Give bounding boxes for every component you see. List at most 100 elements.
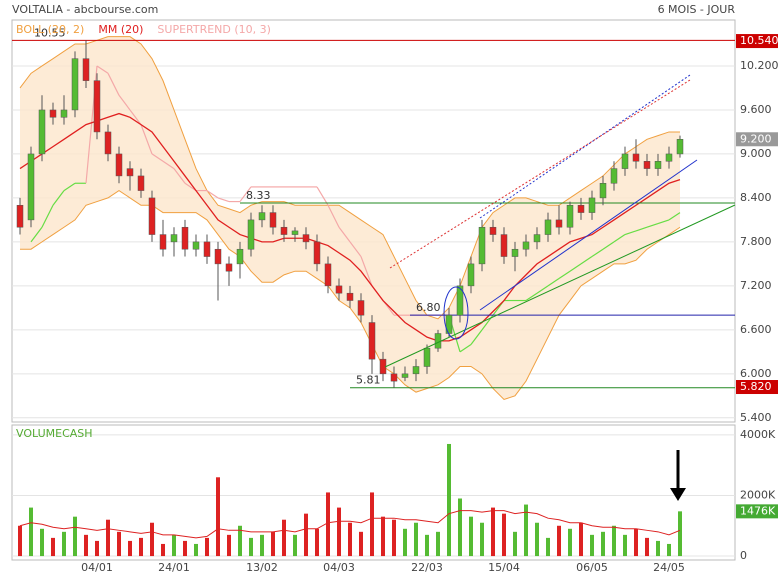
volume-bar <box>381 516 385 557</box>
supertrend-segment <box>657 219 670 225</box>
period: 6 MOIS - JOUR <box>658 3 736 16</box>
candle-body <box>291 230 299 235</box>
price-tag <box>736 34 778 49</box>
volume-bar <box>667 543 671 557</box>
price-frame <box>11 19 736 423</box>
moving-average <box>19 112 681 342</box>
candle-body <box>489 226 497 235</box>
x-tick-label: 24/05 <box>653 561 685 574</box>
candle-body <box>456 285 464 316</box>
supertrend-segment <box>206 190 219 199</box>
price-tag <box>736 380 778 395</box>
volume-bar <box>84 534 88 557</box>
candle-body <box>313 241 321 265</box>
supertrend-segment <box>569 263 582 272</box>
y-tick-label: 2000K <box>740 488 776 501</box>
volume-bar <box>51 537 55 557</box>
y-tick-label: 7.200 <box>740 279 772 292</box>
candle-body <box>269 212 277 228</box>
volume-bar <box>238 525 242 557</box>
y-tick-label: 9.600 <box>740 103 772 116</box>
volume-bar <box>601 531 605 557</box>
y-tick-label: 6.000 <box>740 367 772 380</box>
candle-body <box>511 248 519 257</box>
volume-bar <box>480 522 484 557</box>
y-tick-label: 8.400 <box>740 191 772 204</box>
candle-body <box>49 109 57 118</box>
price-tag-label: 10.540 <box>740 34 779 47</box>
candle-body <box>368 322 376 360</box>
candle-body <box>423 347 431 367</box>
volume-bar <box>326 492 330 557</box>
candle-body <box>148 197 156 235</box>
volume-bar <box>612 525 616 557</box>
candle-body <box>236 248 244 265</box>
volume-bar <box>227 534 231 557</box>
trend-lines <box>384 74 736 501</box>
legend-entry: BOLL (20, 2) <box>16 23 84 36</box>
volume-bar <box>491 507 495 557</box>
candle-body <box>478 226 486 265</box>
y-tick-label: 7.800 <box>740 235 772 248</box>
volume-bar <box>205 537 209 557</box>
volume-bar <box>359 531 363 557</box>
volume-bar <box>469 516 473 557</box>
supertrend-segment <box>591 248 604 258</box>
candle-body <box>467 263 475 287</box>
volume-bar <box>216 477 220 557</box>
candle-body <box>533 234 541 243</box>
x-tick-label: 04/03 <box>323 561 355 574</box>
volume-bar <box>645 537 649 557</box>
price-tag-label: 5.820 <box>740 380 772 393</box>
volume-bar <box>436 531 440 557</box>
supertrend-segment <box>613 234 626 243</box>
volume-title: VOLUMECASH <box>16 427 93 440</box>
trend-line <box>389 79 691 269</box>
volume-bar <box>293 534 297 557</box>
highlight-ellipse <box>443 286 469 340</box>
level-label: 5.81 <box>356 374 381 387</box>
legend-entry: SUPERTREND (10, 3) <box>157 23 271 36</box>
bollinger-area <box>20 36 680 400</box>
candle-body <box>280 226 288 235</box>
volume-bar <box>513 531 517 557</box>
volume-bar <box>315 528 319 557</box>
volume-bar <box>95 540 99 557</box>
supertrend-segment <box>459 344 472 353</box>
supertrend-segment <box>668 212 681 221</box>
level-label: 6.80 <box>416 301 441 314</box>
candle-body <box>16 204 24 228</box>
candle-body <box>522 241 530 250</box>
volume-bar <box>73 516 77 557</box>
volume-bar <box>557 525 561 557</box>
candle-body <box>192 241 200 250</box>
candle-body <box>335 285 343 294</box>
supertrend-segment <box>349 241 362 257</box>
candle-body <box>599 183 607 199</box>
volume-bar <box>249 537 253 557</box>
supertrend-segment <box>140 124 153 155</box>
volume-bar <box>194 543 198 557</box>
volume-bar <box>29 507 33 557</box>
supertrend-segment <box>129 109 142 125</box>
supertrend-segment <box>525 292 538 302</box>
y-tick-label: 4000K <box>740 428 776 441</box>
volume-bar <box>106 519 110 557</box>
supertrend-segment <box>316 186 329 206</box>
y-tick-label: 9.000 <box>740 147 772 160</box>
level-label: 10.55 <box>34 26 66 39</box>
supertrend-segment <box>184 182 197 192</box>
candle-body <box>258 212 266 221</box>
supertrend-segment <box>239 186 252 202</box>
y-tick-label: 10.200 <box>740 59 779 72</box>
candle-body <box>390 373 398 382</box>
volume-bar <box>403 528 407 557</box>
candle-body <box>621 153 629 169</box>
candle-body <box>247 219 255 250</box>
volume-bar <box>656 540 660 557</box>
volume-bar <box>370 492 374 557</box>
volume-bar <box>161 543 165 557</box>
candle-body <box>544 219 552 235</box>
candle-body <box>555 219 563 228</box>
